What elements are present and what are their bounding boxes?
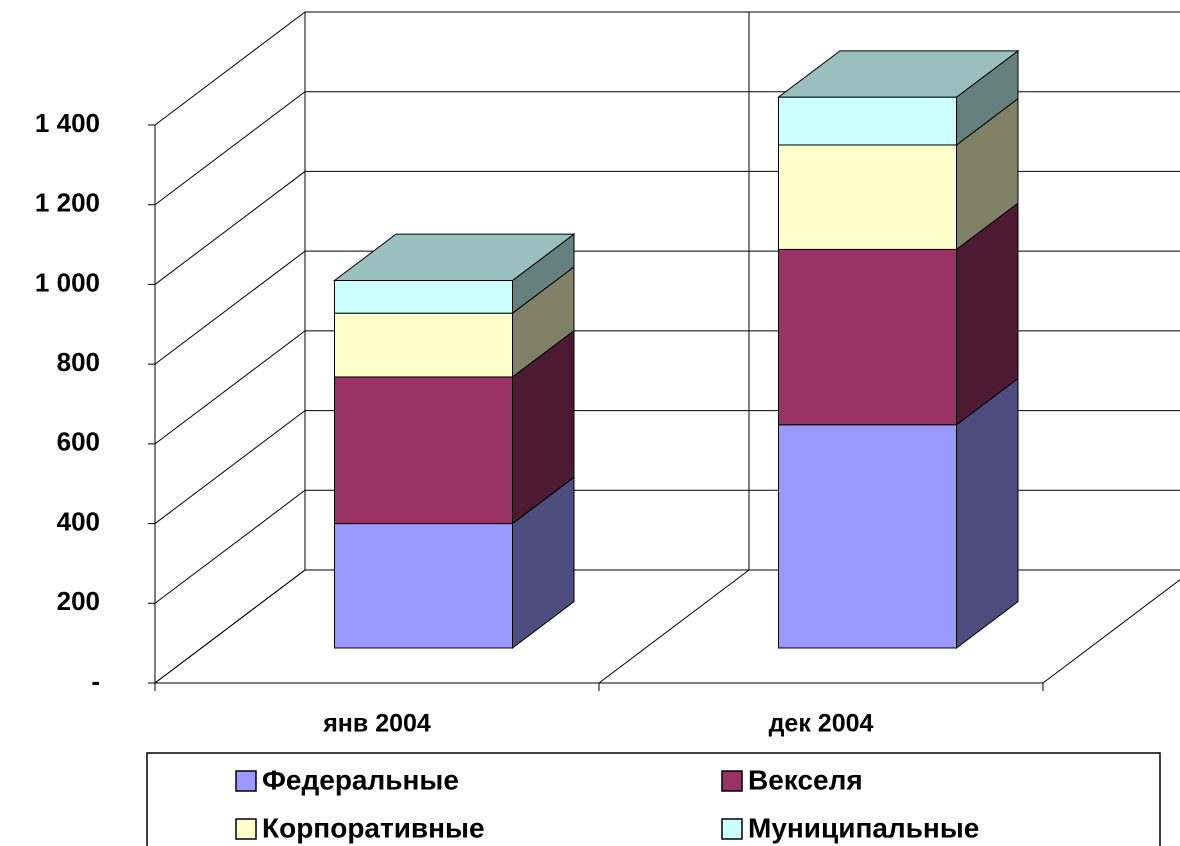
y-tick-label: 200 (57, 586, 100, 616)
grid-line (154, 489, 1180, 604)
legend-label: Векселя (748, 764, 863, 795)
y-tick-label: 800 (57, 347, 100, 377)
y-tick-label: 1 200 (35, 188, 100, 218)
bar (334, 279, 513, 314)
bar (778, 248, 957, 426)
legend-swatch (235, 770, 257, 792)
grid-line (154, 330, 1180, 445)
legend-label: Муниципальные (748, 812, 979, 843)
y-tick-label: 1 000 (35, 267, 100, 297)
legend-swatch (721, 818, 743, 840)
bar (778, 96, 957, 146)
y-tick-label: 600 (57, 427, 100, 457)
grid-line (154, 250, 1180, 365)
bar (334, 376, 513, 525)
bar (334, 312, 513, 378)
bar (778, 424, 957, 649)
grid-line (154, 170, 1180, 285)
bar-top (777, 50, 1020, 98)
x-tick-label: дек 2004 (769, 710, 874, 738)
y-tick-label: - (91, 666, 100, 696)
bar (778, 144, 957, 250)
legend-swatch (721, 770, 743, 792)
legend-box (146, 752, 1161, 846)
bar-top (333, 233, 576, 281)
grid-line (154, 11, 1180, 126)
legend-label: Федеральные (262, 764, 459, 795)
floor-line (1042, 579, 1180, 684)
bar-side (956, 377, 1019, 649)
legend-swatch (235, 818, 257, 840)
grid-line (154, 91, 1180, 206)
y-tick-label: 1 400 (35, 108, 100, 138)
grid-line (154, 569, 1180, 684)
grid-line (154, 410, 1180, 524)
floor-line (598, 569, 750, 684)
bar (334, 523, 513, 649)
y-tick-label: 400 (57, 506, 100, 536)
legend-label: Корпоративные (262, 812, 485, 843)
x-tick-label: янв 2004 (322, 710, 431, 738)
